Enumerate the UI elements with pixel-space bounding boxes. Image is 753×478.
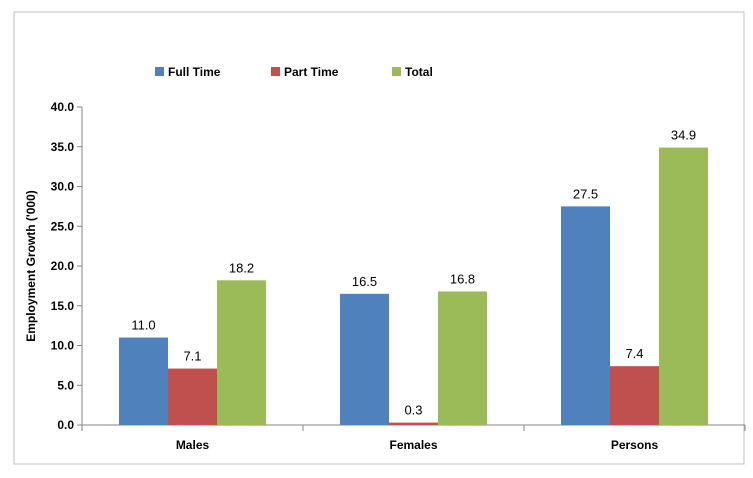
legend-swatch — [155, 67, 164, 76]
y-tick-label: 25.0 — [51, 219, 75, 233]
legend-swatch — [392, 67, 401, 76]
data-label: 11.0 — [131, 318, 155, 333]
x-tick-label: Females — [389, 438, 437, 452]
y-tick-label: 0.0 — [57, 418, 74, 432]
bar — [119, 337, 168, 425]
bars — [119, 147, 708, 426]
y-tick-label: 35.0 — [51, 140, 75, 154]
data-label: 27.5 — [573, 186, 598, 201]
x-tick-label: Males — [176, 438, 210, 452]
y-tick-label: 10.0 — [51, 339, 75, 353]
data-label: 18.2 — [229, 260, 254, 275]
bar — [561, 206, 610, 425]
y-axis-title: Employment Growth ('000) — [24, 190, 38, 342]
data-label: 7.4 — [625, 346, 643, 361]
y-axis: 0.0 5.0 10.0 15.0 20.0 25.0 30.0 35.0 40.0 — [51, 100, 83, 432]
y-tick-label: 5.0 — [57, 378, 74, 392]
legend-label: Full Time — [168, 65, 221, 79]
data-label: 34.9 — [671, 128, 696, 143]
legend-swatch — [271, 67, 280, 76]
bar — [610, 366, 659, 425]
bar — [340, 293, 389, 425]
y-tick-label: 40.0 — [51, 100, 75, 114]
y-tick-label: 20.0 — [51, 259, 75, 273]
y-tick-label: 30.0 — [51, 180, 75, 194]
data-label: 16.8 — [450, 271, 475, 286]
data-label: 7.1 — [183, 349, 201, 364]
data-labels: 11.0 16.5 27.5 7.1 0.3 7.4 18.2 16.8 34.9 — [131, 128, 696, 418]
legend-label: Part Time — [284, 65, 339, 79]
legend-item: Part Time — [271, 65, 339, 79]
bar — [217, 280, 266, 425]
x-tick-label: Persons — [611, 438, 659, 452]
bar — [389, 422, 438, 425]
data-label: 0.3 — [404, 403, 422, 418]
legend-label: Total — [405, 65, 433, 79]
legend: Full Time Part Time Total — [155, 65, 433, 79]
bar — [168, 368, 217, 425]
y-tick-label: 15.0 — [51, 299, 75, 313]
legend-item: Full Time — [155, 65, 221, 79]
legend-item: Total — [392, 65, 433, 79]
bar — [659, 147, 708, 426]
data-label: 16.5 — [352, 274, 377, 289]
bar — [438, 291, 487, 425]
